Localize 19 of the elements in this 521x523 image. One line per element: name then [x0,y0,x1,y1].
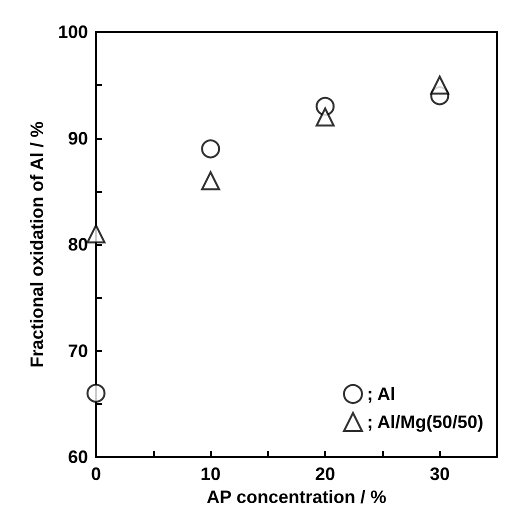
y-tick-label: 100 [58,22,88,42]
legend-label: ; Al/Mg(50/50) [366,412,484,432]
point [86,224,106,244]
x-tick-label: 30 [430,464,450,484]
point [316,108,335,126]
point [86,384,106,403]
y-axis-title: Fractional oxidation of Al / % [27,121,47,368]
y-tick-label: 90 [68,128,88,148]
point [201,139,220,158]
point [201,171,220,190]
point [430,76,450,95]
x-tick-label: 10 [200,464,221,484]
legend-label: ; Al [366,384,396,404]
x-axis-title: AP concentration / % [206,486,386,507]
y-tick-label: 70 [68,340,88,361]
y-tick-label: 60 [68,447,88,467]
x-tick-label: 20 [315,464,336,484]
y-tick-label: 80 [68,234,88,254]
x-tick-label: 0 [90,464,102,484]
